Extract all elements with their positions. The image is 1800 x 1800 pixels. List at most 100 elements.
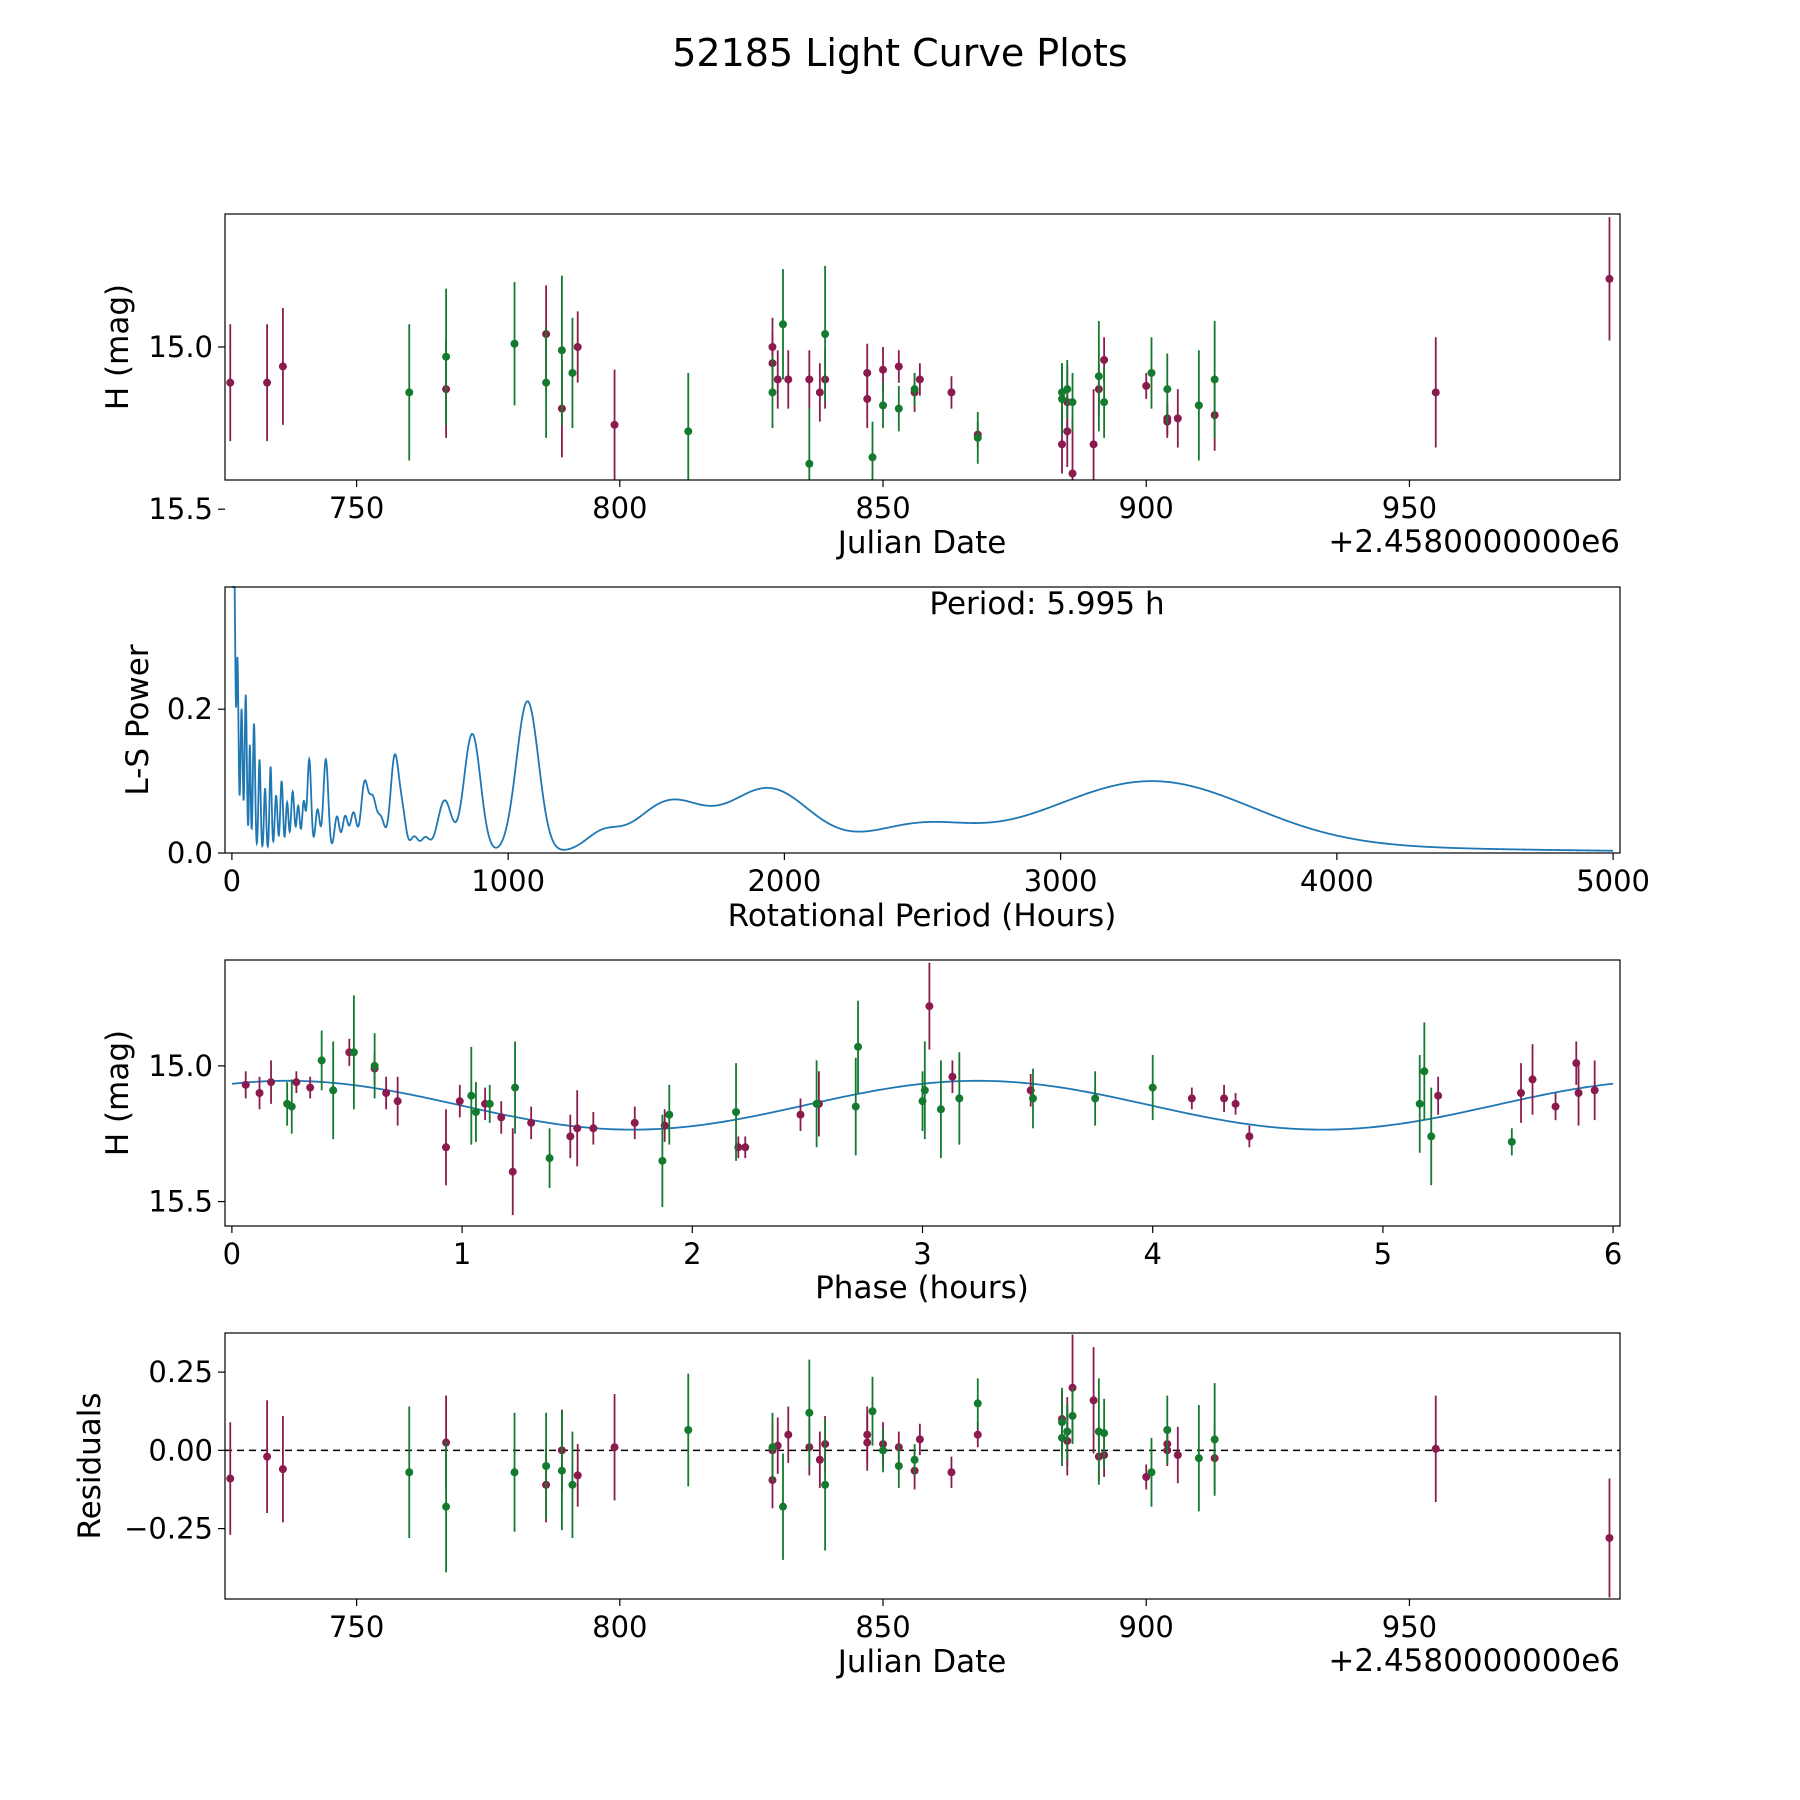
residuals-red-point — [610, 1443, 619, 1452]
raw-x-tick-label: 850 — [855, 491, 910, 525]
raw-green-point — [821, 330, 830, 339]
raw-red-point — [894, 362, 903, 371]
raw-green-point — [1068, 398, 1077, 407]
residuals-green-point — [557, 1466, 566, 1475]
residuals-green-point — [1194, 1454, 1203, 1463]
raw-green-point — [510, 339, 519, 348]
raw-red-point — [915, 375, 924, 384]
residuals-red-point — [915, 1435, 924, 1444]
residuals-green-point — [684, 1426, 693, 1435]
raw-green-point — [1094, 372, 1103, 381]
raw-red-point — [1173, 414, 1182, 423]
residuals-green-point — [910, 1455, 919, 1464]
residuals-green-point — [442, 1502, 451, 1511]
raw-green-point — [894, 404, 903, 413]
residuals-panel: 750 800 850 900 950 0.25 0.00 −0.25 Julian Date… — [72, 1332, 1621, 1680]
periodogram-ticks: 0 1000 2000 3000 4000 5000 0.0 0.2 — [167, 692, 1650, 898]
raw-green-point — [542, 378, 551, 387]
phased-green-point — [920, 1086, 929, 1095]
phased-green-point — [471, 1108, 480, 1116]
residuals-plot-area — [225, 1334, 1620, 1598]
raw-x-tick-label: 900 — [1119, 491, 1174, 525]
phased-green-point — [329, 1086, 338, 1095]
residuals-x-tick-label: 800 — [592, 1610, 647, 1644]
raw-x-tick-label: 750 — [329, 491, 384, 525]
phased-green-point — [854, 1042, 863, 1051]
residuals-green-point — [1210, 1435, 1219, 1444]
raw-red-point — [879, 365, 888, 374]
phased-green-point — [812, 1099, 821, 1108]
raw-red-point — [805, 375, 814, 384]
phased-red-point — [382, 1089, 391, 1097]
raw-red-point — [773, 375, 782, 384]
phased-red-point — [292, 1078, 301, 1087]
phased-plot-area — [231, 962, 1614, 1216]
residuals-red-point — [1142, 1472, 1151, 1481]
residuals-y-tick-label: −0.25 — [124, 1512, 213, 1546]
periodogram-plot-area — [231, 586, 1614, 852]
phased-x-tick-label: 6 — [1604, 1237, 1622, 1271]
raw-light-curve-panel: 750 800 850 900 950 15.5 15.0 Julian Date +2.4… — [100, 213, 1621, 561]
periodogram-y-tick-label: 0.0 — [167, 836, 213, 870]
phased-green-point — [936, 1105, 945, 1114]
phased-x-tick-label: 3 — [913, 1237, 931, 1271]
raw-green-point — [684, 427, 693, 436]
residuals-x-tick-label: 950 — [1382, 1610, 1437, 1644]
phased-red-point — [1434, 1091, 1443, 1100]
phased-x-axis-label: Phase (hours) — [815, 1270, 1029, 1306]
raw-green-point — [973, 433, 982, 442]
phased-y-tick-label: 15.0 — [148, 1049, 213, 1083]
phased-axes-frame — [224, 959, 1621, 1227]
residuals-red-point — [815, 1455, 824, 1464]
phased-green-point — [1091, 1094, 1100, 1103]
residuals-red-point — [1605, 1533, 1614, 1542]
residuals-green-point — [568, 1480, 577, 1489]
residuals-green-point — [1063, 1427, 1072, 1436]
periodogram-axes-frame — [224, 586, 1621, 854]
raw-green-point — [910, 385, 919, 394]
raw-red-point — [863, 368, 872, 377]
raw-red-point — [1058, 440, 1066, 449]
periodogram-power-line — [231, 586, 1614, 852]
phased-red-point — [925, 1002, 934, 1011]
raw-green-point — [779, 320, 787, 329]
figure-title: 52185 Light Curve Plots — [672, 31, 1127, 75]
phased-red-point — [1517, 1089, 1526, 1097]
residuals-red-point — [1089, 1396, 1098, 1405]
raw-red-point — [1142, 381, 1151, 390]
phased-red-point — [741, 1143, 750, 1152]
raw-red-point — [1068, 469, 1077, 478]
phased-red-point — [393, 1097, 402, 1106]
phased-red-point — [573, 1124, 582, 1133]
phased-y-tick-label: 15.5 — [148, 1185, 213, 1219]
residuals-ticks: 750 800 850 900 950 0.25 0.00 −0.25 — [124, 1355, 1437, 1644]
residuals-green-point — [868, 1407, 877, 1416]
phased-red-point — [589, 1124, 598, 1133]
raw-red-point — [1605, 274, 1614, 283]
phased-green-point — [349, 1048, 358, 1057]
residuals-red-point — [1431, 1444, 1440, 1453]
phased-green-point — [658, 1156, 667, 1165]
phased-x-tick-label: 0 — [223, 1237, 241, 1271]
periodogram-x-tick-label: 0 — [223, 864, 241, 898]
phased-x-tick-label: 2 — [683, 1237, 701, 1271]
phased-x-tick-label: 4 — [1143, 1237, 1161, 1271]
residuals-green-point — [973, 1399, 982, 1408]
phased-green-point — [370, 1061, 379, 1070]
phased-green-point — [851, 1102, 860, 1111]
raw-green-point — [1147, 368, 1156, 377]
raw-red-point — [610, 420, 619, 429]
residuals-green-point — [1058, 1433, 1066, 1442]
raw-red-point — [278, 362, 287, 371]
residuals-red-point — [226, 1474, 235, 1483]
residuals-x-offset-text: +2.4580000000e6 — [1328, 1643, 1620, 1679]
phased-green-point — [287, 1102, 296, 1111]
raw-ticks: 750 800 850 900 950 15.5 15.0 — [148, 330, 1437, 526]
periodogram-y-tick-label: 0.2 — [167, 692, 213, 726]
phased-green-point — [1415, 1099, 1424, 1108]
phased-green-point — [1507, 1137, 1516, 1146]
period-annotation: Period: 5.995 h — [929, 586, 1164, 622]
phased-ticks: 0 1 2 3 4 5 6 15.5 15.0 — [148, 1049, 1622, 1271]
raw-red-point — [947, 388, 956, 397]
